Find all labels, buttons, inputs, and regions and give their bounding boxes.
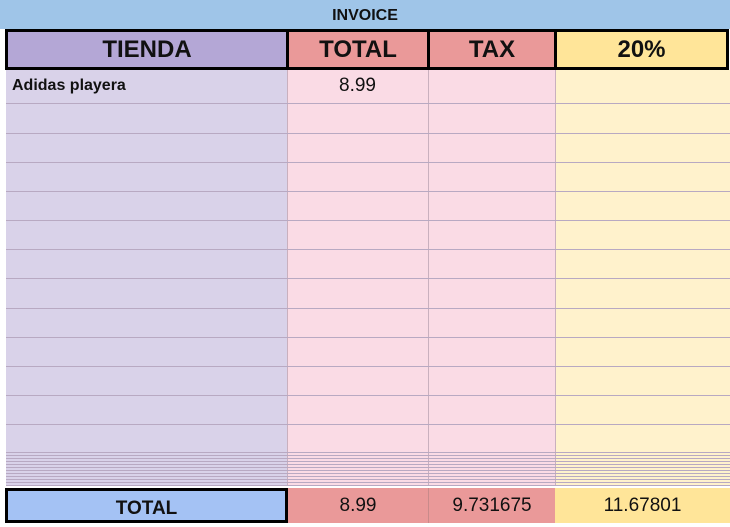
row-gridline	[6, 424, 730, 425]
row-gridline	[6, 133, 730, 134]
row-gridline	[6, 482, 730, 483]
header-row: TIENDA TOTAL TAX 20%	[5, 29, 729, 70]
row-gridline	[6, 337, 730, 338]
header-pct[interactable]: 20%	[557, 32, 726, 67]
row-gridline	[6, 479, 730, 480]
row-gridline	[6, 470, 730, 471]
row-gridline	[6, 220, 730, 221]
row-gridline	[6, 452, 730, 453]
row-gridline	[6, 458, 730, 459]
total-pct[interactable]: 11.67801	[555, 488, 730, 523]
row-1-tienda[interactable]: Adidas playera	[12, 77, 126, 94]
row-gridline	[6, 103, 730, 104]
total-tax[interactable]: 9.731675	[428, 488, 555, 523]
row-gridline	[6, 485, 730, 486]
row-gridline	[6, 278, 730, 279]
total-sum[interactable]: 8.99	[288, 488, 428, 523]
header-tax[interactable]: TAX	[430, 32, 554, 67]
header-total[interactable]: TOTAL	[289, 32, 427, 67]
header-tienda[interactable]: TIENDA	[8, 32, 286, 67]
row-gridline	[6, 467, 730, 468]
row-gridline	[6, 191, 730, 192]
total-label: TOTAL	[5, 488, 288, 523]
row-gridline	[6, 366, 730, 367]
row-gridline	[6, 473, 730, 474]
row-gridline	[6, 162, 730, 163]
row-gridline	[6, 476, 730, 477]
row-gridline	[6, 395, 730, 396]
row-gridline	[6, 464, 730, 465]
invoice-title: INVOICE	[0, 0, 730, 29]
row-1-total[interactable]: 8.99	[339, 75, 376, 96]
row-gridline	[6, 249, 730, 250]
row-gridline	[6, 455, 730, 456]
row-gridline	[6, 308, 730, 309]
row-gridline	[6, 461, 730, 462]
